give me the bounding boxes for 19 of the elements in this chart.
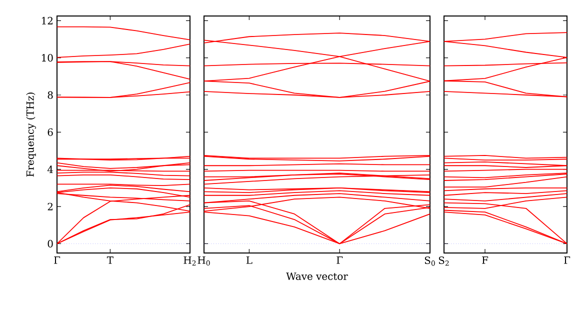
- x-axis-title: Wave vector: [286, 272, 348, 280]
- y-tick-label: 0: [48, 240, 53, 248]
- x-tick-label: Γ: [564, 256, 570, 264]
- x-tick-label: T: [106, 256, 114, 264]
- y-tick-label: 2: [48, 202, 52, 210]
- y-axis-title: Frequency (THz): [26, 92, 36, 177]
- x-tick-label: L: [246, 256, 252, 264]
- y-tick-label: 10: [42, 54, 53, 62]
- x-tick-label: H$_{2}$: [184, 256, 196, 266]
- y-tick-label: 4: [47, 166, 53, 174]
- x-tick-label: S$_{2}$: [438, 256, 449, 266]
- y-tick-label: 8: [48, 91, 53, 99]
- x-tick-label: F: [482, 256, 488, 264]
- x-tick-label: S$_{0}$: [424, 256, 435, 266]
- x-tick-label: H$_{0}$: [198, 256, 210, 266]
- y-tick-label: 12: [42, 16, 52, 24]
- x-tick-label: Γ: [54, 256, 60, 264]
- y-tick-label: 6: [48, 128, 53, 136]
- x-tick-label: Γ: [336, 256, 343, 264]
